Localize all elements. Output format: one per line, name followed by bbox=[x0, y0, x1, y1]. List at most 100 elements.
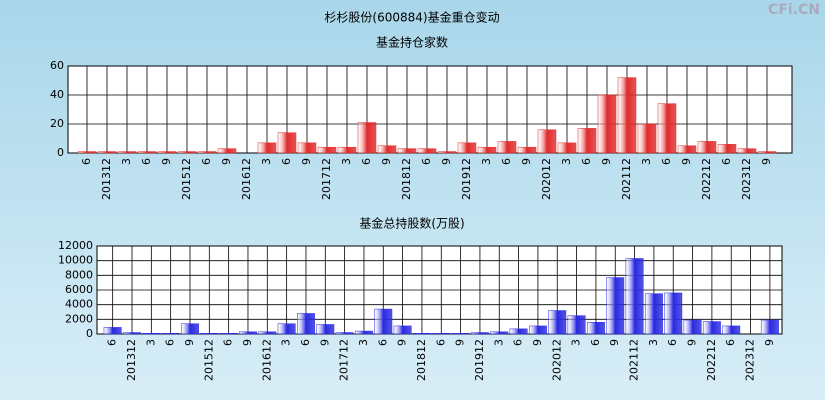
x-tick-label: 202212 bbox=[700, 158, 713, 200]
x-tick-label: 9 bbox=[680, 158, 693, 165]
x-tick-label: 201512 bbox=[202, 339, 215, 381]
plot-area bbox=[67, 65, 793, 154]
x-tick-label: 202312 bbox=[744, 339, 757, 381]
x-tick-label: 3 bbox=[640, 158, 653, 165]
x-tick-label: 201512 bbox=[180, 158, 193, 200]
x-tick-label: 3 bbox=[647, 339, 660, 346]
x-tick-label: 9 bbox=[380, 158, 393, 165]
x-tick-label: 6 bbox=[512, 339, 525, 346]
x-tick-label: 9 bbox=[300, 158, 313, 165]
x-tick-label: 6 bbox=[666, 339, 679, 346]
bar bbox=[451, 333, 470, 335]
x-tick-label: 6 bbox=[500, 158, 513, 165]
bar bbox=[737, 148, 757, 154]
bar bbox=[577, 128, 597, 154]
y-tick-label: 12000 bbox=[58, 239, 93, 252]
x-tick-label: 3 bbox=[492, 339, 505, 346]
bar bbox=[644, 293, 663, 335]
x-tick-label: 202112 bbox=[620, 158, 633, 200]
x-tick-label: 6 bbox=[164, 339, 177, 346]
x-tick-label: 3 bbox=[120, 158, 133, 165]
x-tick-label: 9 bbox=[760, 158, 773, 165]
bar bbox=[297, 313, 315, 335]
bar bbox=[393, 325, 412, 335]
bar bbox=[77, 151, 97, 154]
x-tick-label: 6 bbox=[222, 339, 235, 346]
bar bbox=[142, 333, 161, 335]
bar bbox=[137, 151, 157, 154]
bar bbox=[412, 333, 431, 335]
bar bbox=[517, 146, 537, 154]
x-tick-label: 6 bbox=[420, 158, 433, 165]
x-tick-label: 9 bbox=[318, 339, 331, 346]
bar bbox=[417, 148, 437, 154]
x-tick-label: 202012 bbox=[550, 339, 563, 381]
y-tick-label: 2000 bbox=[65, 312, 93, 325]
x-tick-label: 201612 bbox=[260, 339, 273, 381]
x-tick-label: 9 bbox=[531, 339, 544, 346]
x-tick-label: 6 bbox=[360, 158, 373, 165]
bar bbox=[664, 292, 683, 335]
bar bbox=[606, 277, 625, 335]
x-tick-label: 201612 bbox=[240, 158, 253, 200]
bar bbox=[316, 324, 335, 335]
bar bbox=[722, 325, 741, 335]
x-tick-label: 6 bbox=[140, 158, 153, 165]
bar bbox=[457, 142, 477, 154]
bar bbox=[757, 151, 777, 154]
x-tick-label: 202212 bbox=[705, 339, 718, 381]
bar bbox=[337, 146, 357, 154]
bar bbox=[377, 145, 397, 154]
x-tick-label: 6 bbox=[80, 158, 93, 165]
bar bbox=[161, 333, 180, 335]
bar bbox=[397, 148, 417, 154]
bar bbox=[497, 141, 517, 154]
x-tick-label: 3 bbox=[480, 158, 493, 165]
bar bbox=[637, 123, 657, 154]
x-tick-label: 3 bbox=[560, 158, 573, 165]
x-tick-label: 6 bbox=[106, 339, 119, 346]
bar bbox=[357, 122, 377, 154]
bar bbox=[103, 327, 122, 335]
chart-title: 杉杉股份(600884)基金重仓变动 bbox=[324, 10, 499, 25]
x-tick-label: 6 bbox=[720, 158, 733, 165]
bar bbox=[625, 258, 644, 335]
x-tick-label: 9 bbox=[241, 339, 254, 346]
bar bbox=[490, 331, 509, 335]
y-tick-label: 20 bbox=[50, 117, 64, 130]
bar bbox=[567, 315, 586, 335]
bar bbox=[219, 333, 238, 335]
bar bbox=[548, 310, 567, 335]
bar bbox=[277, 323, 296, 335]
y-tick-label: 8000 bbox=[65, 268, 93, 281]
bar bbox=[657, 103, 677, 154]
x-tick-label: 9 bbox=[763, 339, 776, 346]
x-tick-label: 6 bbox=[299, 339, 312, 346]
bar bbox=[177, 151, 197, 154]
x-tick-label: 202312 bbox=[740, 158, 753, 200]
x-tick-label: 9 bbox=[608, 339, 621, 346]
x-tick-label: 9 bbox=[600, 158, 613, 165]
bar bbox=[477, 146, 497, 154]
bar bbox=[597, 94, 617, 154]
x-tick-label: 3 bbox=[570, 339, 583, 346]
bar bbox=[760, 319, 779, 335]
x-tick-label: 9 bbox=[220, 158, 233, 165]
x-tick-label: 6 bbox=[434, 339, 447, 346]
x-tick-label: 201312 bbox=[125, 339, 138, 381]
x-tick-label: 9 bbox=[454, 339, 467, 346]
chart-subtitle: 基金持仓家数 bbox=[376, 35, 448, 50]
y-tick-label: 6000 bbox=[65, 283, 93, 296]
x-tick-label: 6 bbox=[580, 158, 593, 165]
x-tick-label: 6 bbox=[376, 339, 389, 346]
bar bbox=[617, 77, 637, 154]
x-tick-label: 201912 bbox=[460, 158, 473, 200]
bar bbox=[677, 145, 697, 154]
bar bbox=[509, 328, 528, 335]
x-tick-label: 201812 bbox=[400, 158, 413, 200]
bar bbox=[277, 132, 297, 154]
bar bbox=[586, 322, 605, 335]
x-tick-label: 9 bbox=[183, 339, 196, 346]
x-tick-label: 9 bbox=[520, 158, 533, 165]
